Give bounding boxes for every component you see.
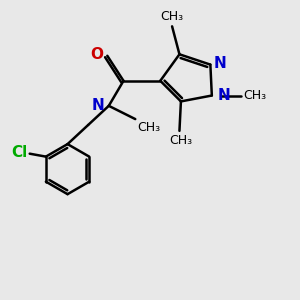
Text: O: O	[90, 47, 103, 62]
Text: CH₃: CH₃	[137, 121, 160, 134]
Text: N: N	[214, 56, 226, 70]
Text: N: N	[92, 98, 104, 113]
Text: CH₃: CH₃	[169, 134, 193, 147]
Text: Cl: Cl	[11, 145, 27, 160]
Text: N: N	[217, 88, 230, 103]
Text: CH₃: CH₃	[243, 89, 266, 102]
Text: CH₃: CH₃	[160, 10, 184, 23]
